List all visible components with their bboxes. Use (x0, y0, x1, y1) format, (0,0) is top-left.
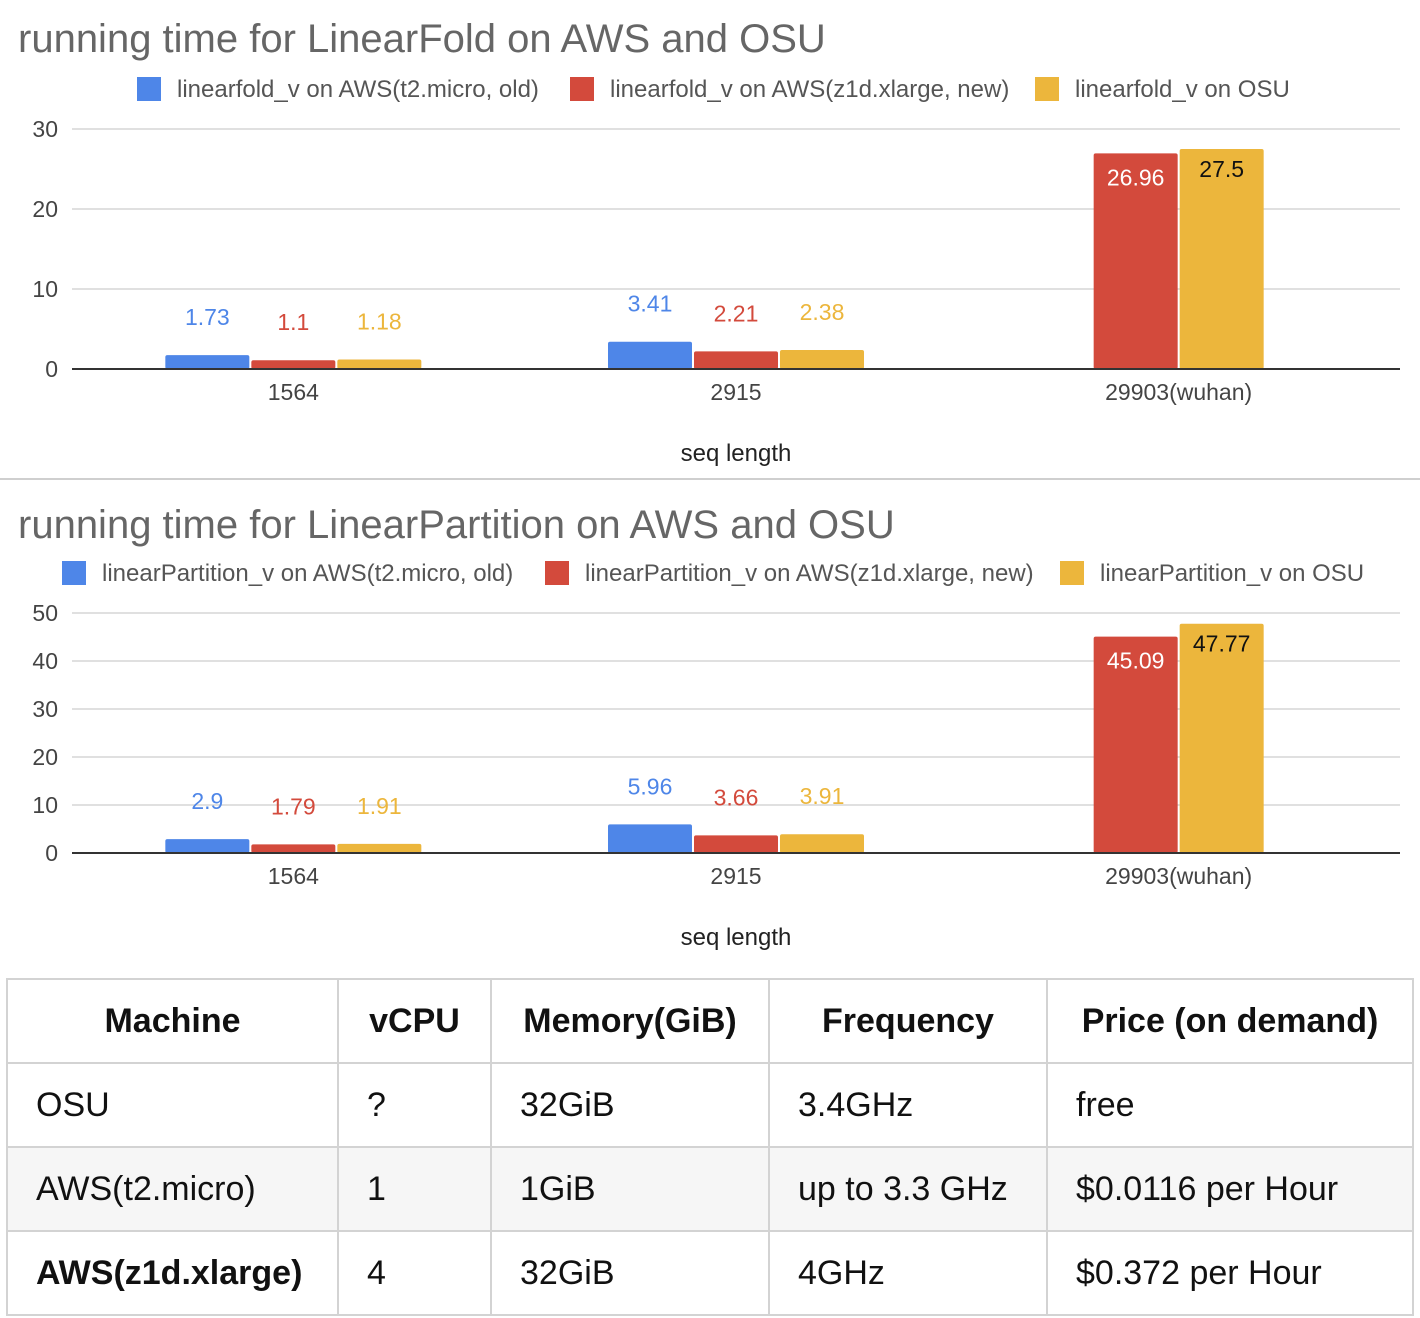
bar (608, 824, 692, 853)
table-cell: 3.4GHz (768, 1062, 1048, 1148)
data-label: 1.18 (357, 309, 402, 335)
x-axis-title: seq length (681, 440, 792, 467)
data-label: 5.96 (628, 773, 673, 799)
legend-swatch (137, 77, 161, 101)
y-tick-label: 30 (32, 696, 58, 722)
table-cell: 4GHz (768, 1230, 1048, 1316)
x-axis-title: seq length (681, 924, 792, 951)
legend-label: linearPartition_v on AWS(t2.micro, old) (102, 560, 513, 587)
bar (1093, 153, 1178, 369)
data-label: 1.79 (271, 793, 316, 819)
table-cell: AWS(z1d.xlarge) (6, 1230, 339, 1316)
data-label: 3.66 (714, 784, 759, 810)
chart-divider (0, 478, 1420, 480)
data-label: 3.91 (800, 783, 845, 809)
data-label: 1.91 (357, 793, 402, 819)
table-header-cell: Frequency (768, 978, 1048, 1064)
bar (780, 834, 864, 853)
y-tick-label: 10 (32, 792, 58, 818)
legend-label: linearPartition_v on OSU (1100, 560, 1364, 587)
table-header-cell: Machine (6, 978, 339, 1064)
table-row: AWS(z1d.xlarge) 4 32GiB 4GHz $0.372 per … (6, 1230, 1414, 1316)
table-header-row: Machine vCPU Memory(GiB) Frequency Price… (6, 978, 1414, 1064)
legend-label: linearfold_v on OSU (1075, 76, 1290, 103)
legend-swatch (570, 77, 594, 101)
bar (780, 349, 864, 369)
legend-swatch (1035, 77, 1059, 101)
data-label: 3.41 (628, 291, 673, 317)
bar (608, 341, 692, 369)
bar (165, 839, 250, 853)
x-tick-label: 2915 (710, 379, 761, 405)
data-label: 1.73 (185, 304, 230, 330)
bar (165, 355, 250, 369)
table-cell: AWS(t2.micro) (6, 1146, 339, 1232)
y-tick-label: 0 (45, 840, 58, 866)
table-cell: 32GiB (490, 1230, 770, 1316)
linearpartition-chart: running time for LinearPartition on AWS … (18, 503, 1400, 951)
data-label: 2.38 (800, 299, 845, 325)
data-label: 2.9 (191, 788, 223, 814)
x-tick-label: 29903(wuhan) (1105, 863, 1252, 889)
table-row: OSU ? 32GiB 3.4GHz free (6, 1062, 1414, 1148)
y-tick-label: 0 (45, 356, 58, 382)
bar (694, 835, 778, 853)
bar (1179, 149, 1264, 369)
table-cell: OSU (6, 1062, 339, 1148)
data-label: 26.96 (1107, 164, 1165, 190)
y-tick-label: 20 (32, 196, 58, 222)
table-header-cell: Price (on demand) (1046, 978, 1414, 1064)
y-tick-label: 20 (32, 744, 58, 770)
x-tick-label: 1564 (268, 863, 319, 889)
table-cell: 4 (337, 1230, 492, 1316)
bar (1179, 623, 1264, 853)
x-tick-label: 2915 (710, 863, 761, 889)
table-cell: $0.372 per Hour (1046, 1230, 1414, 1316)
table-cell: 1GiB (490, 1146, 770, 1232)
y-tick-label: 50 (32, 600, 58, 626)
y-tick-label: 40 (32, 648, 58, 674)
data-label: 45.09 (1107, 648, 1165, 674)
legend-swatch (545, 561, 569, 585)
legend-label: linearPartition_v on AWS(z1d.xlarge, new… (585, 560, 1034, 587)
y-tick-label: 30 (32, 116, 58, 142)
legend-swatch (1060, 561, 1084, 585)
bar (337, 843, 422, 853)
table-header-cell: vCPU (337, 978, 492, 1064)
legend-label: linearfold_v on AWS(z1d.xlarge, new) (610, 76, 1009, 103)
y-tick-label: 10 (32, 276, 58, 302)
chart-title: running time for LinearPartition on AWS … (18, 503, 895, 547)
bar (251, 360, 336, 369)
data-label: 27.5 (1199, 156, 1244, 182)
table-cell: up to 3.3 GHz (768, 1146, 1048, 1232)
chart-title: running time for LinearFold on AWS and O… (18, 17, 826, 61)
data-label: 47.77 (1193, 631, 1251, 657)
table-cell: $0.0116 per Hour (1046, 1146, 1414, 1232)
table-cell: free (1046, 1062, 1414, 1148)
table-cell: 1 (337, 1146, 492, 1232)
x-tick-label: 29903(wuhan) (1105, 379, 1252, 405)
data-label: 2.21 (714, 300, 759, 326)
table-cell: ? (337, 1062, 492, 1148)
x-tick-label: 1564 (268, 379, 319, 405)
legend-label: linearfold_v on AWS(t2.micro, old) (177, 76, 539, 103)
legend-swatch (62, 561, 86, 585)
bar (337, 359, 422, 369)
linearfold-chart: running time for LinearFold on AWS and O… (18, 17, 1400, 467)
bar (251, 844, 336, 853)
table-row: AWS(t2.micro) 1 1GiB up to 3.3 GHz $0.01… (6, 1146, 1414, 1232)
bar (1093, 636, 1178, 853)
table-header-cell: Memory(GiB) (490, 978, 770, 1064)
data-label: 1.1 (277, 309, 309, 335)
table-cell: 32GiB (490, 1062, 770, 1148)
machine-spec-table: Machine vCPU Memory(GiB) Frequency Price… (6, 978, 1414, 1316)
bar (694, 351, 778, 369)
